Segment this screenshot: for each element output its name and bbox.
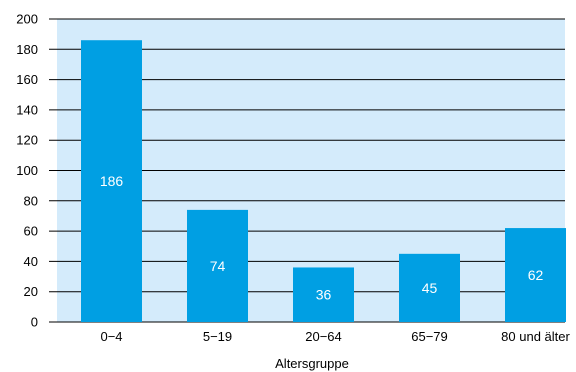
x-axis-ticks: 0−4 5−19 20−64 65−79 80 und älter bbox=[100, 329, 570, 344]
x-tick-label: 20−64 bbox=[305, 329, 342, 344]
x-tick-label: 5−19 bbox=[203, 329, 232, 344]
y-tick-label: 60 bbox=[24, 224, 38, 239]
x-tick-label: 80 und älter bbox=[501, 329, 570, 344]
bar-value-label: 186 bbox=[100, 173, 124, 189]
bar-value-label: 45 bbox=[422, 280, 438, 296]
bar bbox=[399, 253, 460, 322]
bar bbox=[187, 209, 248, 322]
y-tick-label: 100 bbox=[16, 163, 38, 178]
y-tick-label: 80 bbox=[24, 193, 38, 208]
y-tick-label: 180 bbox=[16, 42, 38, 57]
y-tick-label: 0 bbox=[31, 315, 38, 330]
bar bbox=[81, 40, 142, 323]
bar-value-label: 74 bbox=[210, 258, 226, 274]
bar-value-label: 62 bbox=[528, 267, 544, 283]
x-axis-title: Altersgruppe bbox=[275, 356, 349, 371]
y-tick-label: 40 bbox=[24, 254, 38, 269]
x-tick-label: 0−4 bbox=[100, 329, 122, 344]
bar bbox=[293, 267, 354, 322]
y-axis-ticks: 0 20 40 60 80 100 120 140 160 180 200 bbox=[16, 12, 38, 330]
bar-value-label: 36 bbox=[316, 287, 332, 303]
y-tick-label: 200 bbox=[16, 12, 38, 27]
bars: 186 74 36 45 62 bbox=[81, 40, 566, 323]
y-tick-label: 20 bbox=[24, 284, 38, 299]
bar bbox=[505, 228, 566, 322]
y-tick-label: 120 bbox=[16, 133, 38, 148]
y-tick-label: 160 bbox=[16, 72, 38, 87]
y-tick-label: 140 bbox=[16, 102, 38, 117]
x-tick-label: 65−79 bbox=[411, 329, 448, 344]
